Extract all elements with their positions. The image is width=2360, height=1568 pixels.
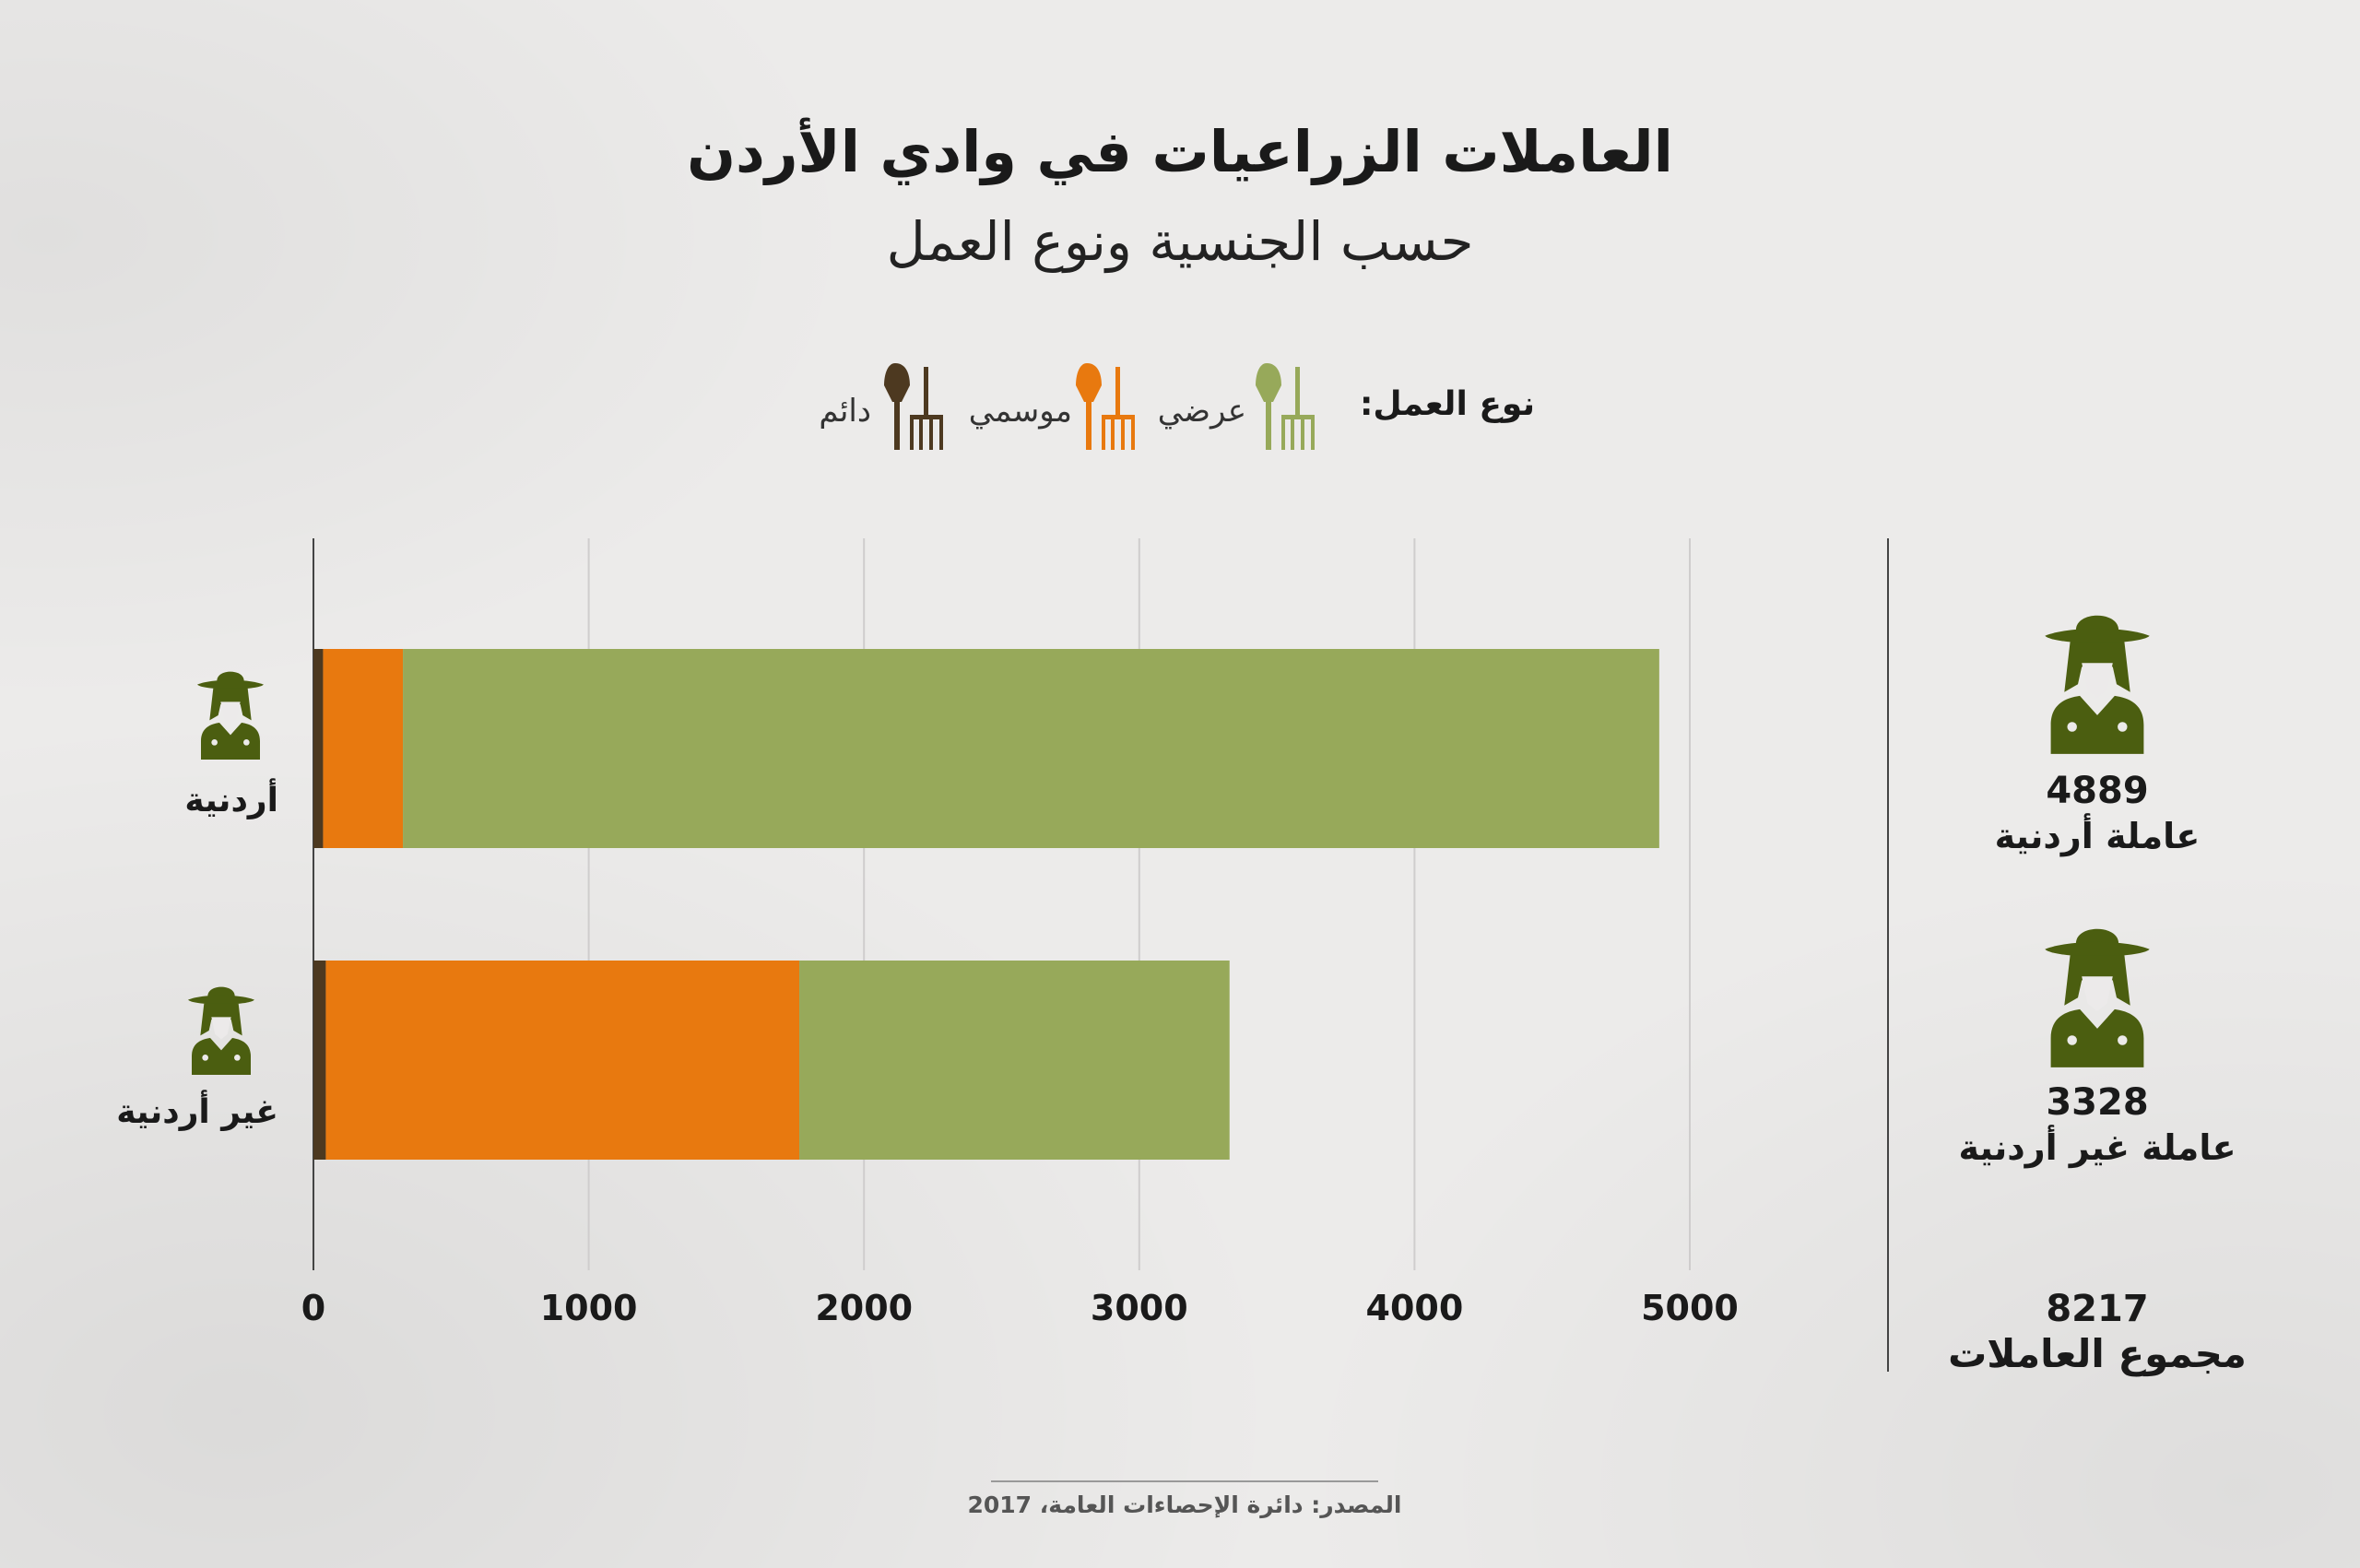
summary-total-label: مجموع العاملات (1948, 1331, 2247, 1376)
bar-segment (325, 961, 800, 1160)
bar-segment (313, 961, 326, 1160)
x-tick-label: 2000 (815, 1288, 913, 1328)
summary-total: 8217 مجموع العاملات (1931, 1287, 2263, 1377)
source-divider (991, 1480, 1378, 1482)
summary-label: عاملة غير أردنية (1958, 1127, 2236, 1168)
bar-segment (799, 961, 1230, 1160)
summary-total-value: 8217 (2046, 1288, 2149, 1330)
shovel-rake-icon (884, 363, 943, 450)
legend-label-seasonal: موسمي (968, 393, 1072, 430)
summary-non-jordanian: 3328 عاملة غير أردنية (1931, 1080, 2263, 1171)
bar-segment (403, 649, 1659, 848)
legend-item-permanent: دائم (819, 361, 954, 454)
x-tick-label: 0 (301, 1288, 325, 1328)
legend-label-permanent: دائم (819, 393, 871, 430)
female-farmer-icon (2045, 615, 2150, 754)
summary-value: 4889 (2046, 770, 2149, 812)
female-farmer-icon (2045, 928, 2150, 1067)
source-note: المصدر: دائرة الإحصاءات العامة، 2017 (967, 1491, 1402, 1518)
x-tick-label: 3000 (1091, 1288, 1188, 1328)
summary-value: 3328 (2046, 1081, 2149, 1124)
legend-item-seasonal: موسمي (963, 361, 1148, 454)
category-label-non-jordanian: غير أردنية (116, 1093, 278, 1131)
page-subtitle: حسب الجنسية ونوع العمل (886, 210, 1474, 273)
female-farmer-icon (188, 986, 254, 1075)
legend-label-casual: عرضي (1157, 393, 1246, 430)
category-label-jordanian: أردنية (184, 782, 278, 819)
female-farmer-icon (197, 671, 264, 760)
legend-title: نوع العمل: (1359, 385, 1535, 423)
shovel-rake-icon (1076, 363, 1135, 450)
page-title: العاملات الزراعيات في وادي الأردن (687, 118, 1673, 185)
summary-label: عاملة أردنية (1994, 816, 2201, 856)
bar-segment (313, 649, 324, 848)
x-tick-label: 1000 (540, 1288, 638, 1328)
x-tick-label: 5000 (1641, 1288, 1739, 1328)
divider (1887, 538, 1889, 1372)
summary-jordanian: 4889 عاملة أردنية (1931, 769, 2263, 859)
shovel-rake-icon (1256, 363, 1315, 450)
bar-segment (323, 649, 404, 848)
x-tick-label: 4000 (1366, 1288, 1464, 1328)
legend-item-casual: عرضي (1158, 361, 1318, 454)
